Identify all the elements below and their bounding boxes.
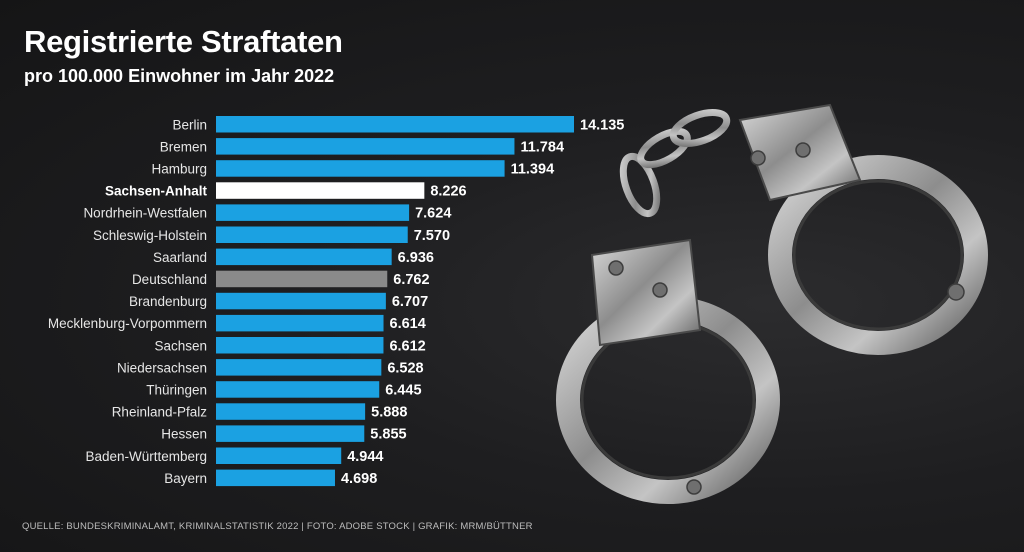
category-label-berlin: Berlin — [172, 117, 207, 132]
value-label-niedersachsen: 6.528 — [387, 360, 423, 376]
chart-title: Registrierte Straftaten — [24, 24, 343, 59]
bar-niedersachsen — [216, 359, 382, 376]
bar-hessen — [216, 425, 365, 442]
category-label-thueringen: Thüringen — [146, 382, 207, 397]
category-label-deutschland: Deutschland — [132, 272, 207, 287]
bar-schleswig-holstein — [216, 226, 408, 243]
category-label-nordrhein-westfalen: Nordrhein-Westfalen — [83, 206, 207, 221]
bar-saarland — [216, 248, 392, 266]
value-label-saarland: 6.936 — [398, 250, 434, 266]
category-label-sachsen-anhalt: Sachsen-Anhalt — [105, 184, 208, 199]
category-label-hamburg: Hamburg — [151, 161, 207, 176]
bar-deutschland — [216, 270, 388, 288]
value-label-bremen: 11.784 — [520, 139, 564, 155]
category-label-hessen: Hessen — [161, 427, 207, 442]
category-label-saarland: Saarland — [153, 250, 207, 265]
value-label-bayern: 4.698 — [341, 471, 377, 487]
bar-sachsen-anhalt — [216, 182, 425, 199]
bar-mecklenburg-vorpommern — [216, 314, 384, 332]
value-label-thueringen: 6.445 — [385, 382, 421, 398]
source-credit: QUELLE: BUNDESKRIMINALAMT, KRIMINALSTATI… — [22, 521, 533, 532]
value-label-hessen: 5.855 — [370, 427, 406, 443]
value-label-brandenburg: 6.707 — [392, 294, 428, 310]
value-label-deutschland: 6.762 — [393, 272, 429, 288]
bar-bremen — [216, 138, 515, 155]
category-label-bayern: Bayern — [164, 471, 207, 486]
category-label-mecklenburg-vorpommern: Mecklenburg-Vorpommern — [48, 316, 207, 331]
value-label-mecklenburg-vorpommern: 6.614 — [390, 316, 426, 332]
value-label-baden-wuerttemberg: 4.944 — [347, 449, 383, 465]
category-label-brandenburg: Brandenburg — [129, 294, 207, 309]
value-label-nordrhein-westfalen: 7.624 — [415, 206, 451, 222]
value-label-schleswig-holstein: 7.570 — [414, 228, 450, 244]
category-label-niedersachsen: Niedersachsen — [117, 360, 207, 375]
value-label-berlin: 14.135 — [580, 117, 624, 133]
bar-hamburg — [216, 160, 505, 177]
category-label-bremen: Bremen — [160, 139, 207, 154]
bar-rheinland-pfalz — [216, 403, 366, 420]
bar-brandenburg — [216, 292, 386, 310]
category-label-sachsen: Sachsen — [154, 338, 207, 353]
bar-bayern — [216, 469, 335, 487]
value-label-rheinland-pfalz: 5.888 — [371, 405, 407, 421]
bar-baden-wuerttemberg — [216, 447, 342, 464]
chart-subtitle: pro 100.000 Einwohner im Jahr 2022 — [24, 66, 335, 86]
bar-thueringen — [216, 381, 380, 398]
bar-sachsen — [216, 337, 384, 354]
category-label-baden-wuerttemberg: Baden-Württemberg — [85, 449, 207, 464]
value-label-sachsen-anhalt: 8.226 — [430, 184, 466, 200]
bar-berlin — [216, 116, 574, 133]
category-label-schleswig-holstein: Schleswig-Holstein — [93, 228, 207, 243]
category-label-rheinland-pfalz: Rheinland-Pfalz — [112, 405, 208, 420]
value-label-sachsen: 6.612 — [389, 338, 425, 354]
bar-nordrhein-westfalen — [216, 204, 410, 221]
value-label-hamburg: 11.394 — [511, 161, 555, 177]
